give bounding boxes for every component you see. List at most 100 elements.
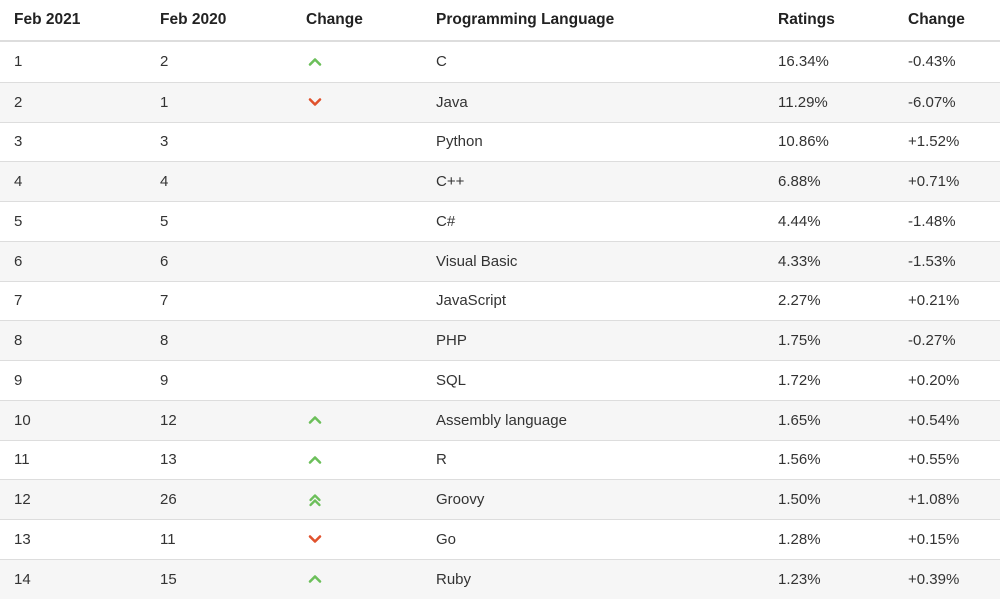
- cell-feb-2021: 14: [14, 570, 31, 588]
- cell-rating: 2.27%: [778, 292, 821, 310]
- cell-feb-2020: 26: [160, 491, 177, 509]
- cell-feb-2021: 11: [14, 451, 30, 469]
- cell-rating: 1.23%: [778, 570, 821, 588]
- table-row: 4 4 C++ 6.88% +0.71%: [0, 161, 1000, 201]
- table-row: 13 11 Go 1.28% +0.15%: [0, 519, 1000, 559]
- cell-rating: 1.75%: [778, 332, 821, 350]
- header-change-rating[interactable]: Change: [908, 11, 965, 29]
- cell-rating-change: +0.21%: [908, 292, 960, 310]
- header-programming-language[interactable]: Programming Language: [436, 11, 615, 29]
- cell-feb-2020: 15: [160, 570, 177, 588]
- table-row: 9 9 SQL 1.72% +0.20%: [0, 360, 1000, 400]
- cell-language: Java: [436, 93, 468, 111]
- cell-change-trend: [306, 412, 436, 428]
- cell-language: Groovy: [436, 491, 485, 509]
- header-feb-2020[interactable]: Feb 2020: [160, 11, 227, 29]
- cell-language: Visual Basic: [436, 252, 518, 270]
- cell-feb-2021: 5: [14, 212, 23, 230]
- chevron-down-icon: [307, 531, 323, 547]
- cell-rating-change: +0.20%: [908, 371, 960, 389]
- table-row: 8 8 PHP 1.75% -0.27%: [0, 320, 1000, 360]
- cell-change-trend: [306, 54, 436, 70]
- chevron-up-icon: [307, 412, 323, 428]
- cell-language: C++: [436, 173, 465, 191]
- cell-language: R: [436, 451, 447, 469]
- cell-change-trend: [306, 452, 436, 468]
- table-row: 2 1 Java 11.29% -6.07%: [0, 81, 1000, 122]
- cell-feb-2020: 11: [160, 530, 176, 548]
- header-ratings[interactable]: Ratings: [778, 11, 835, 29]
- cell-feb-2021: 10: [14, 411, 31, 429]
- cell-rating-change: +1.08%: [908, 491, 960, 509]
- cell-language: Python: [436, 133, 483, 151]
- chevron-down-icon: [307, 94, 323, 110]
- cell-feb-2020: 3: [160, 133, 169, 151]
- cell-feb-2020: 1: [160, 93, 169, 111]
- table-header: Feb 2021 Feb 2020 Change Programming Lan…: [0, 0, 1000, 42]
- cell-change-trend: [306, 571, 436, 587]
- table-row: 14 15 Ruby 1.23% +0.39%: [0, 558, 1000, 599]
- table-row: 12 26 Groovy 1.50% +1.08%: [0, 479, 1000, 519]
- cell-rating: 6.88%: [778, 173, 821, 191]
- table-row: 10 12 Assembly language 1.65% +0.54%: [0, 399, 1000, 440]
- cell-change-trend: [306, 492, 436, 508]
- table-row: 5 5 C# 4.44% -1.48%: [0, 201, 1000, 241]
- cell-rating: 4.44%: [778, 212, 821, 230]
- chevron-up-icon: [307, 571, 323, 587]
- cell-feb-2021: 4: [14, 173, 23, 191]
- table-row: 6 6 Visual Basic 4.33% -1.53%: [0, 240, 1000, 281]
- table-row: 7 7 JavaScript 2.27% +0.21%: [0, 280, 1000, 321]
- table-body: 1 2 C 16.34% -0.43% 2 1 Java 11.29% -6.07% 3 3 Pytho…: [0, 42, 1000, 599]
- cell-language: PHP: [436, 332, 467, 350]
- table-row: 3 3 Python 10.86% +1.52%: [0, 121, 1000, 162]
- cell-feb-2020: 4: [160, 173, 169, 191]
- cell-rating-change: +1.52%: [908, 133, 960, 151]
- cell-rating-change: -6.07%: [908, 93, 956, 111]
- cell-rating: 1.65%: [778, 411, 821, 429]
- cell-rating-change: +0.39%: [908, 570, 960, 588]
- cell-feb-2020: 2: [160, 53, 169, 71]
- table-row: 11 13 R 1.56% +0.55%: [0, 439, 1000, 480]
- cell-feb-2021: 12: [14, 491, 31, 509]
- cell-rating-change: -1.48%: [908, 212, 956, 230]
- cell-feb-2020: 7: [160, 292, 169, 310]
- cell-feb-2021: 3: [14, 133, 23, 151]
- cell-feb-2021: 6: [14, 252, 23, 270]
- cell-rating-change: +0.55%: [908, 451, 960, 469]
- cell-rating-change: +0.71%: [908, 173, 960, 191]
- cell-rating: 1.56%: [778, 451, 821, 469]
- table-row: 1 2 C 16.34% -0.43%: [0, 42, 1000, 82]
- cell-rating-change: -1.53%: [908, 252, 956, 270]
- cell-rating: 1.72%: [778, 371, 821, 389]
- cell-language: Assembly language: [436, 411, 567, 429]
- cell-rating: 11.29%: [778, 93, 828, 111]
- cell-feb-2020: 8: [160, 332, 169, 350]
- cell-rating: 16.34%: [778, 53, 829, 71]
- cell-feb-2020: 9: [160, 371, 169, 389]
- cell-rating-change: +0.54%: [908, 411, 960, 429]
- cell-feb-2021: 8: [14, 332, 23, 350]
- double-chevron-up-icon: [307, 492, 323, 508]
- cell-language: C#: [436, 212, 456, 230]
- cell-rating: 1.28%: [778, 530, 821, 548]
- cell-feb-2020: 6: [160, 252, 169, 270]
- header-change-position[interactable]: Change: [306, 11, 363, 29]
- cell-rating-change: -0.43%: [908, 53, 956, 71]
- cell-feb-2021: 9: [14, 371, 23, 389]
- cell-language: SQL: [436, 371, 467, 389]
- cell-feb-2021: 2: [14, 93, 23, 111]
- cell-rating: 4.33%: [778, 252, 821, 270]
- cell-language: Ruby: [436, 570, 472, 588]
- cell-feb-2020: 12: [160, 411, 177, 429]
- chevron-up-icon: [307, 452, 323, 468]
- header-feb-2021[interactable]: Feb 2021: [14, 11, 81, 29]
- cell-feb-2020: 13: [160, 451, 177, 469]
- cell-rating-change: -0.27%: [908, 332, 956, 350]
- cell-language: C: [436, 53, 447, 71]
- cell-feb-2021: 1: [14, 53, 23, 71]
- cell-language: Go: [436, 530, 457, 548]
- chevron-up-icon: [307, 54, 323, 70]
- cell-change-trend: [306, 531, 436, 547]
- cell-feb-2021: 13: [14, 530, 31, 548]
